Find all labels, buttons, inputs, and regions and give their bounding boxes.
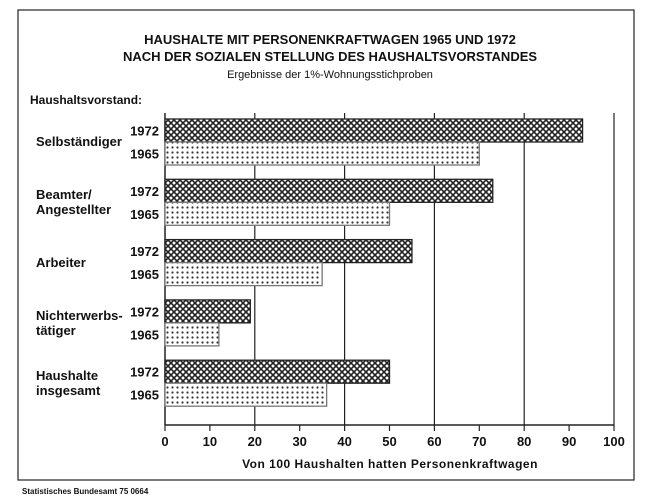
series-label: 1965 [130,207,159,222]
bar [164,359,391,384]
x-tick-label: 70 [472,434,486,449]
source: Statistisches Bundesamt 75 0664 [22,487,149,496]
series-label: 1972 [130,124,159,139]
x-tick-label: 50 [382,434,396,449]
x-tick-label: 30 [292,434,306,449]
y-label: Haushaltsvorstand: [30,93,142,107]
series-label: 1965 [130,388,159,403]
bar [164,141,480,166]
series-label: 1965 [130,327,159,342]
x-tick-label: 10 [203,434,217,449]
category-label: Nichterwerbs- tätiger [36,307,123,338]
frame [17,9,635,481]
x-label: Von 100 Haushalten hatten Personenkraftw… [242,457,538,471]
series-label: 1965 [130,147,159,162]
series-label: 1972 [130,184,159,199]
bar [164,201,391,226]
series-label: 1972 [130,244,159,259]
x-tick-label: 100 [603,434,625,449]
series-label: 1972 [130,365,159,380]
bar [164,322,220,347]
category-label: Beamter/ Angestellter [36,187,112,218]
series-label: 1965 [130,267,159,282]
title: NACH DER SOZIALEN STELLUNG DES HAUSHALTS… [123,49,537,64]
x-tick-label: 80 [517,434,531,449]
title: HAUSHALTE MIT PERSONENKRAFTWAGEN 1965 UN… [144,32,516,47]
bar [164,118,584,143]
bar [164,238,413,264]
series-label: 1972 [130,304,159,319]
x-tick-label: 0 [161,434,168,449]
bar [164,178,494,203]
bar [164,299,251,324]
category-label: Selbständiger [36,134,122,149]
subtitle: Ergebnisse der 1%-Wohnungsstichproben [227,69,433,81]
category-label: Arbeiter [36,254,86,270]
x-tick-label: 90 [562,434,576,449]
category-label: Haushalte insgesamt [36,368,101,399]
x-tick-label: 60 [427,434,441,449]
x-tick-label: 20 [248,434,262,449]
x-tick-label: 40 [337,434,351,449]
bar [164,261,323,287]
bar [164,382,328,407]
